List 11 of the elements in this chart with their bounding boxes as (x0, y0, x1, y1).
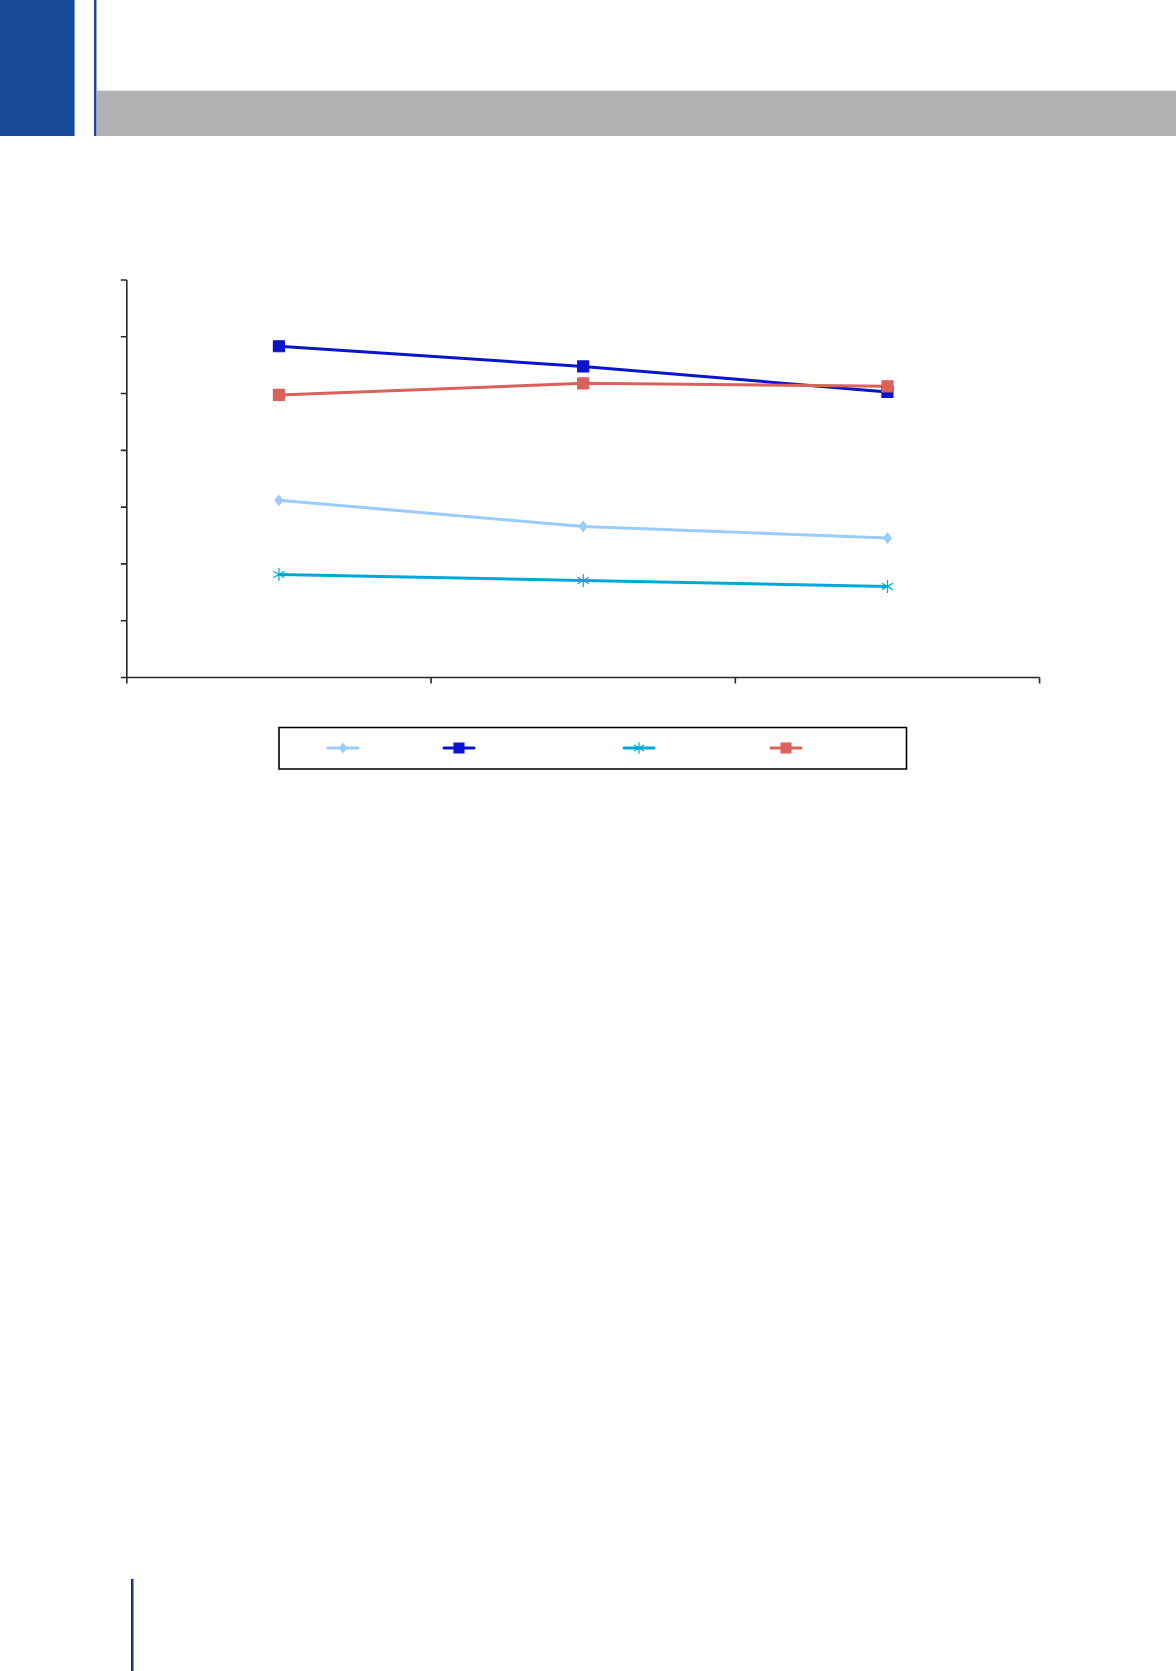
point (274, 494, 284, 506)
point (272, 388, 286, 402)
point (881, 579, 894, 594)
point (578, 520, 588, 533)
point (576, 573, 590, 588)
point (881, 380, 894, 393)
point (272, 567, 286, 582)
point (577, 377, 590, 390)
point (272, 340, 286, 353)
point (883, 532, 892, 544)
point (577, 360, 590, 373)
